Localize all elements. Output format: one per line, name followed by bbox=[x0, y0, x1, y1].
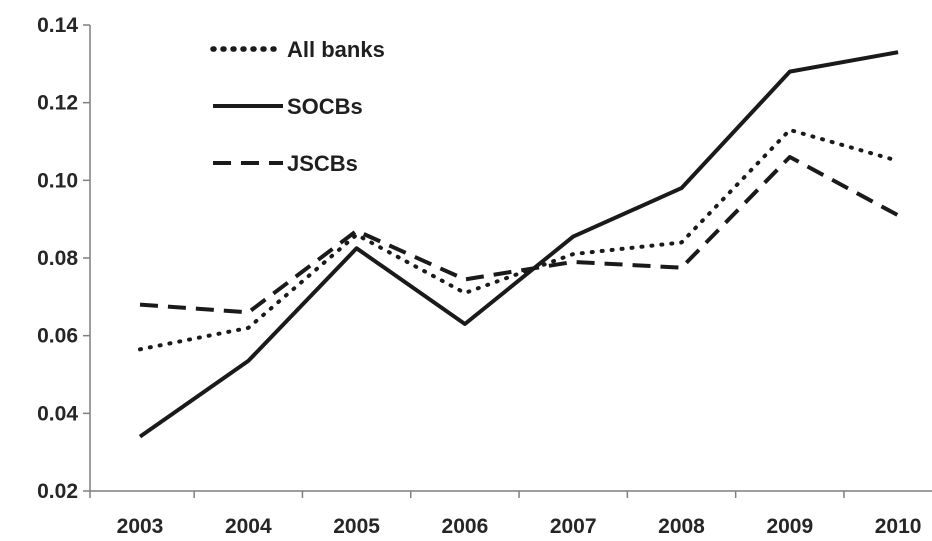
legend-label: SOCBs bbox=[287, 94, 363, 119]
y-tick-label: 0.02 bbox=[37, 480, 78, 503]
x-tick-label: 2010 bbox=[875, 515, 922, 538]
x-tick-label: 2005 bbox=[333, 515, 380, 538]
y-tick-label: 0.12 bbox=[37, 92, 78, 115]
x-axis: 2003 2004 2005 2006 2007 2008 2009 2010 bbox=[89, 490, 932, 538]
y-tick-label: 0.08 bbox=[37, 247, 78, 270]
legend: All banks SOCBs JSCBs bbox=[210, 37, 385, 176]
legend-label: All banks bbox=[287, 37, 385, 62]
x-tick-label: 2009 bbox=[766, 515, 813, 538]
x-tick-label: 2004 bbox=[225, 515, 272, 538]
y-tick-label: 0.06 bbox=[37, 325, 78, 348]
y-axis: 0.02 0.04 0.06 0.08 0.10 0.12 0.14 bbox=[37, 14, 91, 503]
series-layer bbox=[138, 50, 901, 439]
series-line-all-banks bbox=[138, 127, 901, 352]
y-tick-label: 0.10 bbox=[37, 169, 78, 192]
series-line-socbs bbox=[138, 50, 899, 439]
x-tick-label: 2008 bbox=[658, 515, 705, 538]
y-tick-label: 0.04 bbox=[37, 402, 78, 425]
series-line-jscbs bbox=[139, 155, 900, 315]
x-tick-label: 2003 bbox=[117, 515, 164, 538]
y-tick-label: 0.14 bbox=[37, 14, 78, 37]
x-tick-label: 2007 bbox=[550, 515, 597, 538]
legend-label: JSCBs bbox=[287, 151, 358, 176]
x-tick-label: 2006 bbox=[442, 515, 489, 538]
